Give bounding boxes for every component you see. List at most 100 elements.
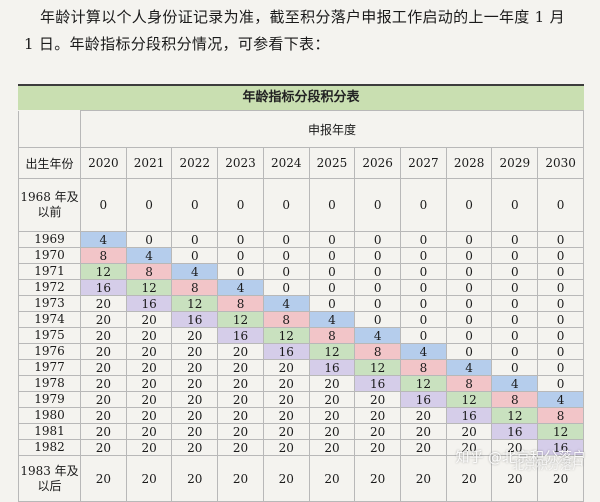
score-cell: 20 xyxy=(217,455,264,502)
table-row: 1971 12 8 4 0 0 0 0 0 0 0 0 xyxy=(18,263,584,280)
score-cell: 20 xyxy=(171,407,219,424)
score-cell: 20 xyxy=(125,423,173,440)
score-cell: 0 xyxy=(491,295,539,312)
score-cell: 0 xyxy=(537,247,584,264)
score-cell: 0 xyxy=(491,311,539,328)
score-cell: 16 xyxy=(217,327,264,344)
score-cell: 16 xyxy=(171,311,219,328)
score-cell: 0 xyxy=(400,311,447,328)
score-cell: 0 xyxy=(537,178,584,232)
score-cell: 8 xyxy=(262,311,310,328)
score-cell: 20 xyxy=(80,295,127,312)
score-cell: 20 xyxy=(171,327,219,344)
score-cell: 20 xyxy=(308,407,356,424)
col-group-header: 申报年度 xyxy=(80,110,584,148)
score-cell: 0 xyxy=(445,247,493,264)
table-row: 1970 8 4 0 0 0 0 0 0 0 0 0 xyxy=(18,247,584,264)
year-header-2030: 2030 xyxy=(537,147,584,179)
score-cell: 4 xyxy=(217,279,264,296)
birth-year-label: 1978 xyxy=(18,375,81,392)
score-cell: 12 xyxy=(171,295,219,312)
score-cell: 0 xyxy=(354,247,402,264)
score-cell: 20 xyxy=(400,455,447,502)
birth-year-label: 1974 xyxy=(18,311,81,328)
score-cell: 0 xyxy=(491,359,539,376)
score-cell: 0 xyxy=(354,295,402,312)
table-row: 1973 20 16 12 8 4 0 0 0 0 0 0 xyxy=(18,295,584,312)
score-cell: 0 xyxy=(308,231,356,248)
score-cell: 0 xyxy=(491,263,539,280)
score-cell: 20 xyxy=(400,439,447,456)
birth-year-label: 1972 xyxy=(18,279,81,296)
year-header-2023: 2023 xyxy=(217,147,264,179)
year-header-2028: 2028 xyxy=(445,147,493,179)
table-row: 1977 20 20 20 20 20 16 12 8 4 0 0 xyxy=(18,359,584,376)
score-cell: 4 xyxy=(445,359,493,376)
score-cell: 4 xyxy=(171,263,219,280)
score-cell: 8 xyxy=(80,247,127,264)
score-cell: 12 xyxy=(491,407,539,424)
score-cell: 0 xyxy=(217,231,264,248)
score-cell: 4 xyxy=(125,247,173,264)
score-cell: 0 xyxy=(537,343,584,360)
score-cell: 8 xyxy=(171,279,219,296)
score-cell: 0 xyxy=(308,279,356,296)
score-cell: 20 xyxy=(217,359,264,376)
birth-year-label: 1973 xyxy=(18,295,81,312)
score-cell: 0 xyxy=(171,231,219,248)
score-cell: 20 xyxy=(125,327,173,344)
intro-paragraph: 年龄计算以个人身份证记录为准，截至积分落户申报工作启动的上一年度 1 月 1 日… xyxy=(24,4,584,58)
score-cell: 20 xyxy=(80,311,127,328)
score-cell: 12 xyxy=(262,327,310,344)
score-cell: 8 xyxy=(217,295,264,312)
score-cell: 0 xyxy=(308,247,356,264)
score-cell: 20 xyxy=(262,439,310,456)
table-row: 1968 年及以前 0 0 0 0 0 0 0 0 0 0 0 xyxy=(18,178,584,232)
score-cell: 4 xyxy=(354,327,402,344)
score-cell: 12 xyxy=(217,311,264,328)
score-cell: 20 xyxy=(171,423,219,440)
score-cell: 20 xyxy=(80,439,127,456)
score-cell: 20 xyxy=(308,439,356,456)
score-cell: 0 xyxy=(80,178,127,232)
score-cell: 0 xyxy=(537,311,584,328)
score-cell: 20 xyxy=(125,455,173,502)
score-cell: 0 xyxy=(445,343,493,360)
score-cell: 0 xyxy=(217,247,264,264)
score-cell: 20 xyxy=(80,343,127,360)
score-cell: 0 xyxy=(537,375,584,392)
score-cell: 20 xyxy=(171,439,219,456)
table-row: 1980 20 20 20 20 20 20 20 20 16 12 8 xyxy=(18,407,584,424)
score-cell: 8 xyxy=(308,327,356,344)
score-cell: 0 xyxy=(400,178,447,232)
score-cell: 4 xyxy=(262,295,310,312)
score-cell: 20 xyxy=(217,423,264,440)
score-cell: 20 xyxy=(262,375,310,392)
intro-line-1: 年龄计算以个人身份证记录为准，截至积分落户申报工作启动的上一年度 1 月 xyxy=(40,8,565,26)
score-cell: 20 xyxy=(262,423,310,440)
score-cell: 0 xyxy=(308,295,356,312)
score-cell: 20 xyxy=(308,391,356,408)
table-row: 1974 20 20 16 12 8 4 0 0 0 0 0 xyxy=(18,311,584,328)
score-cell: 20 xyxy=(217,391,264,408)
intro-line-2: 1 日。年龄指标分段积分情况，可参看下表： xyxy=(24,35,330,53)
birth-year-label: 1971 xyxy=(18,263,81,280)
score-cell: 0 xyxy=(491,279,539,296)
year-header-2026: 2026 xyxy=(354,147,402,179)
score-cell: 0 xyxy=(262,231,310,248)
score-cell: 4 xyxy=(308,311,356,328)
score-cell: 20 xyxy=(308,375,356,392)
score-cell: 20 xyxy=(80,423,127,440)
score-cell: 0 xyxy=(445,311,493,328)
age-score-table: 年龄指标分段积分表 申报年度 出生年份 2020 2021 2022 2023 2024… xyxy=(18,84,584,502)
score-cell: 20 xyxy=(171,391,219,408)
score-cell: 8 xyxy=(400,359,447,376)
score-cell: 20 xyxy=(262,455,310,502)
score-cell: 16 xyxy=(125,295,173,312)
score-cell: 20 xyxy=(354,407,402,424)
watermark-secondary: 北京积分落户 xyxy=(511,458,584,472)
watermark: 知乎 @北京积分落户 xyxy=(455,450,586,466)
score-cell: 12 xyxy=(400,375,447,392)
score-cell: 0 xyxy=(217,263,264,280)
score-cell: 20 xyxy=(171,375,219,392)
